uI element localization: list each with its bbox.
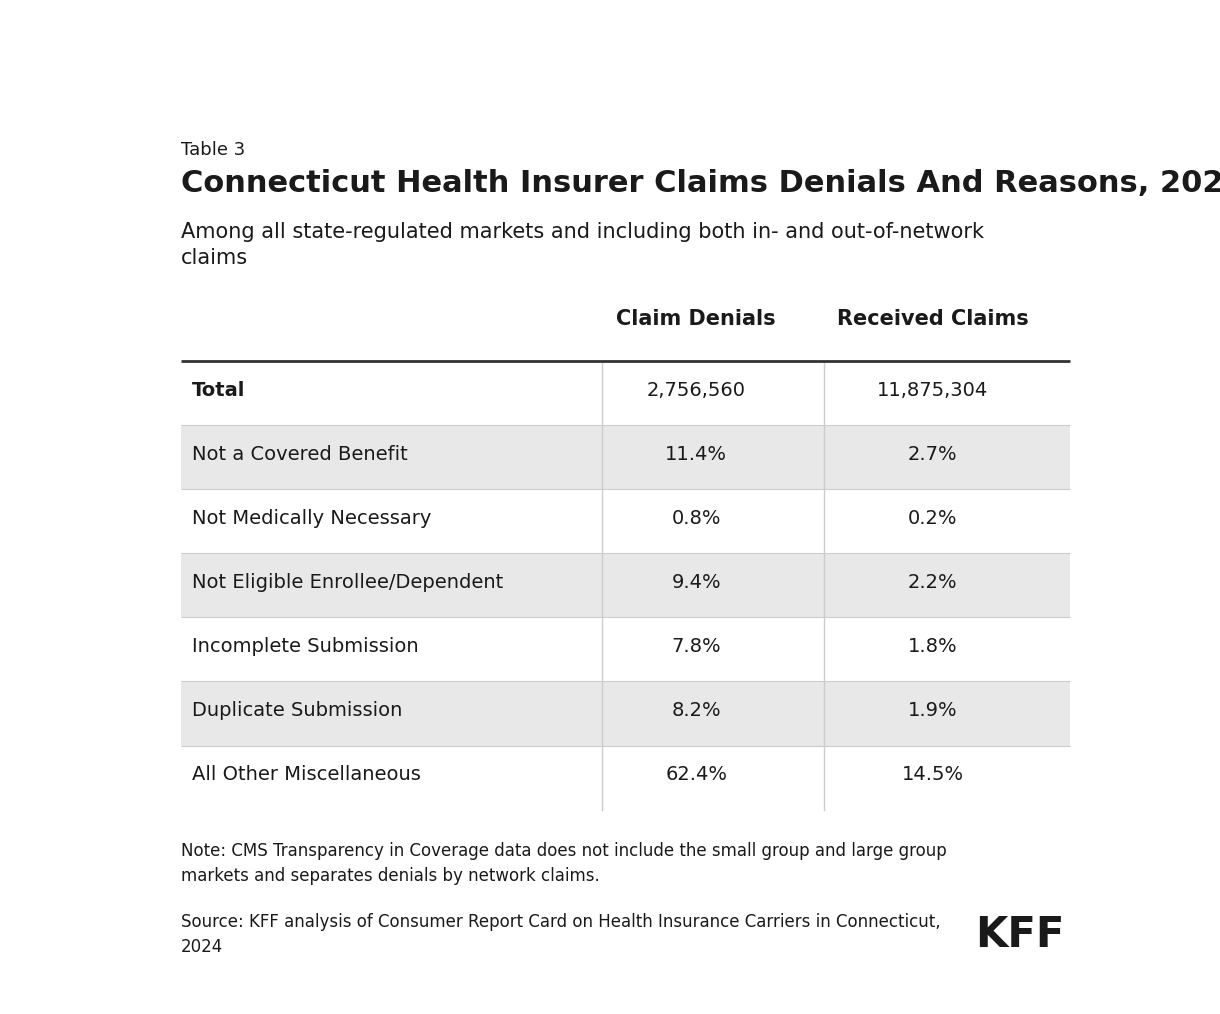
Text: 62.4%: 62.4% [665,765,727,784]
Text: 1.8%: 1.8% [908,637,958,656]
Text: 2,756,560: 2,756,560 [647,381,745,400]
Text: Source: KFF analysis of Consumer Report Card on Health Insurance Carriers in Con: Source: KFF analysis of Consumer Report … [181,913,941,955]
Text: All Other Miscellaneous: All Other Miscellaneous [193,765,421,784]
Text: 8.2%: 8.2% [671,701,721,720]
Text: 2.7%: 2.7% [908,445,958,463]
Text: 9.4%: 9.4% [671,573,721,592]
Text: Note: CMS Transparency in Coverage data does not include the small group and lar: Note: CMS Transparency in Coverage data … [181,843,947,885]
Text: Duplicate Submission: Duplicate Submission [193,701,403,720]
Text: Not Medically Necessary: Not Medically Necessary [193,509,432,528]
Text: Table 3: Table 3 [181,141,245,159]
Text: 14.5%: 14.5% [902,765,964,784]
Text: 0.2%: 0.2% [908,509,958,528]
Text: KFF: KFF [976,915,1065,956]
Text: 11,875,304: 11,875,304 [877,381,988,400]
Bar [181,426,1070,490]
Text: Connecticut Health Insurer Claims Denials And Reasons, 2023: Connecticut Health Insurer Claims Denial… [181,168,1220,198]
Text: 11.4%: 11.4% [665,445,727,463]
Text: 1.9%: 1.9% [908,701,958,720]
Bar [181,554,1070,618]
Text: Received Claims: Received Claims [837,309,1028,330]
Text: Incomplete Submission: Incomplete Submission [193,637,418,656]
Text: Not Eligible Enrollee/Dependent: Not Eligible Enrollee/Dependent [193,573,504,592]
Bar [181,681,1070,745]
Text: 0.8%: 0.8% [671,509,721,528]
Text: Claim Denials: Claim Denials [616,309,776,330]
Text: Total: Total [193,381,245,400]
Text: Not a Covered Benefit: Not a Covered Benefit [193,445,407,463]
Text: 7.8%: 7.8% [671,637,721,656]
Text: 2.2%: 2.2% [908,573,958,592]
Text: Among all state-regulated markets and including both in- and out-of-network
clai: Among all state-regulated markets and in… [181,222,983,268]
